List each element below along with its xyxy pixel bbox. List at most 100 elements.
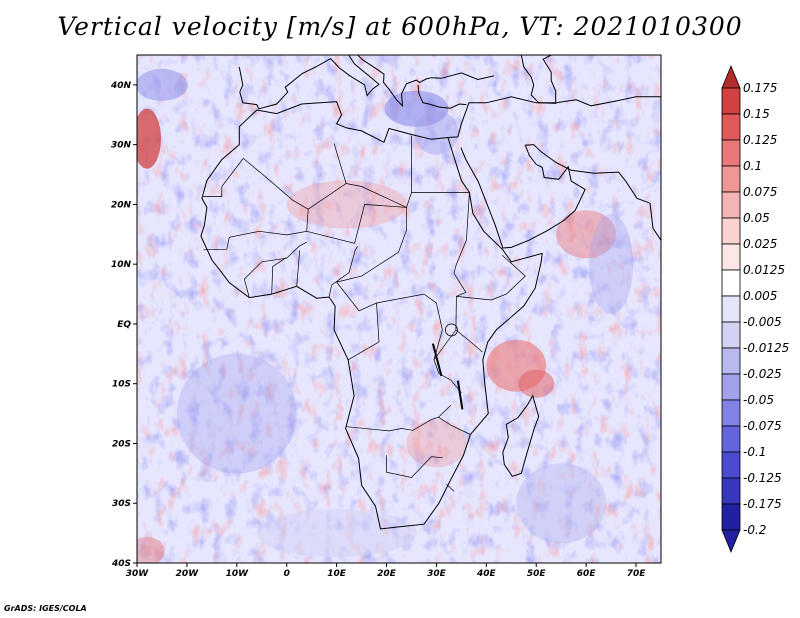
colorbar-label: 0.15 — [743, 107, 770, 121]
colorbar-label: 0.075 — [743, 185, 777, 199]
lon-tick-label: 60E — [577, 569, 597, 579]
country-border — [386, 455, 443, 478]
velocity-blob — [518, 369, 555, 398]
coastline — [417, 84, 467, 109]
velocity-features — [137, 68, 634, 563]
coastlines — [200, 55, 661, 530]
coastline — [502, 394, 540, 477]
lat-tick-label: 20S — [112, 439, 131, 449]
colorbar-swatch — [721, 321, 741, 349]
lake-tanganyika — [431, 343, 443, 377]
lat-tick-label: 40N — [110, 81, 132, 91]
chart-title: Vertical velocity [m/s] at 600hPa, VT: 2… — [57, 12, 743, 41]
colorbar-bottom-arrow — [721, 529, 741, 554]
colorbar: 0.175 0.15 0.125 0.1 0.075 0.05 0.025 0.0125 0.0… — [721, 64, 789, 554]
colorbar-label: -0.075 — [743, 419, 782, 433]
coastline — [460, 144, 661, 249]
coastline — [356, 55, 494, 108]
colorbar-label: 0.1 — [743, 159, 762, 173]
ascent-noise-field — [137, 55, 661, 563]
country-border — [456, 254, 526, 301]
country-border — [336, 281, 462, 393]
colorbar-swatch — [721, 165, 741, 193]
country-border — [306, 204, 407, 283]
lon-tick-label: 70E — [627, 569, 647, 579]
velocity-blob — [406, 419, 467, 468]
colorbar-top-arrow — [721, 64, 741, 89]
country-border — [446, 483, 455, 492]
colorbar-swatch — [721, 295, 741, 323]
country-border — [243, 143, 347, 210]
lake-malawi — [456, 380, 464, 410]
country-border — [347, 302, 380, 361]
velocity-blob — [137, 537, 165, 563]
velocity-blob — [516, 463, 607, 544]
colorbar-label: 0.175 — [743, 81, 777, 95]
colorbar-label: 0.0125 — [743, 263, 785, 277]
velocity-blob — [176, 353, 297, 474]
velocity-blob — [137, 108, 161, 169]
colorbar-label: 0.025 — [743, 237, 777, 251]
longitude-axis: 30W 20W 10W 0 10E 20E 30E 40E 50E 60E 70E — [126, 563, 646, 579]
map-frame: 40N 30N 20N 10N EQ 10S 20S 30S 40S 30W 20W 10W 0 10E… — [110, 54, 662, 579]
colorbar-swatch — [721, 191, 741, 219]
velocity-blob — [286, 180, 407, 229]
country-border — [243, 241, 307, 298]
colorbar-swatch — [721, 451, 741, 479]
coastline — [520, 55, 557, 104]
lon-tick-label: 10W — [226, 569, 250, 579]
colorbar-swatch — [721, 217, 741, 245]
coastline — [447, 96, 661, 138]
lon-tick-label: 50E — [527, 569, 547, 579]
lat-tick-label: 10S — [112, 380, 131, 390]
coastline — [238, 55, 380, 110]
country-border — [433, 192, 470, 361]
colorbar-swatch — [721, 373, 741, 401]
colorbar-swatch — [721, 425, 741, 453]
colorbar-swatch — [721, 243, 741, 271]
lat-tick-label: EQ — [117, 320, 131, 330]
colorbar-swatch — [721, 87, 741, 115]
lon-tick-label: 20E — [377, 569, 397, 579]
country-border — [271, 257, 287, 295]
colorbar-label: -0.025 — [743, 367, 782, 381]
colorbar-label: -0.005 — [743, 315, 782, 329]
latitude-axis: 40N 30N 20N 10N EQ 10S 20S 30S 40S — [110, 81, 137, 569]
colorbar-swatch — [721, 139, 741, 167]
lon-tick-label: 40E — [476, 569, 497, 579]
colorbar-label: 0.005 — [743, 289, 777, 303]
coastline — [200, 101, 543, 530]
lat-tick-label: 30S — [112, 499, 131, 509]
colorbar-swatch — [721, 113, 741, 141]
lon-tick-label: 0 — [284, 569, 290, 579]
velocity-blob — [556, 210, 617, 259]
velocity-blob — [384, 90, 449, 127]
country-border — [438, 416, 471, 435]
velocity-blob — [414, 110, 459, 155]
country-border — [201, 158, 244, 197]
lon-tick-label: 20W — [176, 569, 200, 579]
velocity-blob — [589, 214, 634, 315]
lon-tick-label: 10E — [327, 569, 347, 579]
lat-tick-label: 40S — [111, 559, 131, 569]
lon-tick-label: 30W — [126, 569, 150, 579]
velocity-blob — [256, 509, 417, 558]
lat-tick-label: 10N — [111, 260, 132, 270]
lat-tick-label: 30N — [111, 141, 132, 151]
lon-tick-label: 30E — [427, 569, 447, 579]
colorbar-label: 0.125 — [743, 133, 777, 147]
colorbar-swatch — [721, 503, 741, 531]
colorbar-swatch — [721, 399, 741, 427]
map-border — [136, 54, 662, 564]
colorbar-label: -0.2 — [743, 523, 766, 537]
colorbar-label: -0.05 — [743, 393, 774, 407]
lat-tick-label: 20N — [111, 200, 132, 210]
lake-victoria — [444, 323, 458, 337]
colorbar-swatch — [721, 269, 741, 297]
velocity-blob — [137, 68, 188, 101]
colorbar-label: -0.0125 — [743, 341, 789, 355]
colorbar-swatch — [721, 477, 741, 505]
country-border — [346, 183, 470, 208]
country-border — [455, 329, 483, 353]
